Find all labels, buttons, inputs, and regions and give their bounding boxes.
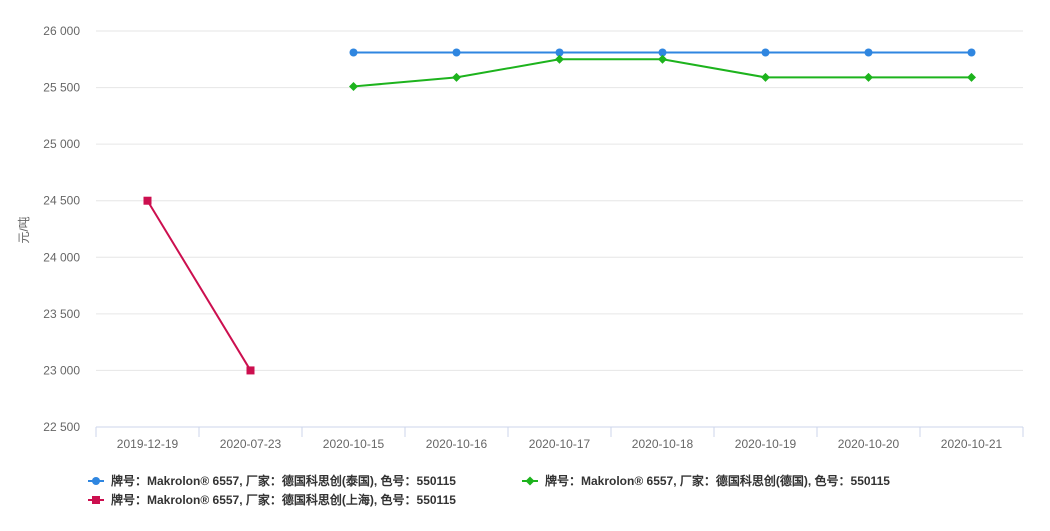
y-tick-label: 23 500 [43, 307, 80, 321]
data-point[interactable] [658, 54, 667, 64]
data-point[interactable] [246, 366, 255, 375]
data-point[interactable] [349, 81, 358, 91]
x-tick-label: 2020-10-15 [323, 437, 385, 451]
data-point[interactable] [864, 48, 873, 57]
y-tick-label: 24 000 [43, 250, 80, 264]
data-point[interactable] [967, 72, 976, 82]
y-tick-label: 24 500 [43, 194, 80, 208]
series-3 [143, 196, 255, 375]
series-2 [349, 54, 976, 91]
data-point[interactable] [967, 48, 976, 57]
legend-symbol-marker [525, 476, 535, 486]
series-1 [349, 48, 976, 57]
x-tick-label: 2020-10-18 [632, 437, 694, 451]
data-point[interactable] [761, 48, 770, 57]
data-point[interactable] [761, 72, 770, 82]
data-point[interactable] [452, 72, 461, 82]
y-tick-label: 25 500 [43, 81, 80, 95]
x-tick-label: 2020-10-21 [941, 437, 1003, 451]
x-tick-label: 2020-10-17 [529, 437, 591, 451]
legend-label: 牌号：Makrolon® 6557, 厂家：德国科思创(泰国), 色号：5501… [111, 473, 456, 488]
data-point[interactable] [864, 72, 873, 82]
data-point[interactable] [658, 48, 667, 57]
x-tick-label: 2020-10-16 [426, 437, 488, 451]
y-axis-ticks: 22 500 23 000 23 500 24 000 24 500 25 000 25 5… [43, 24, 80, 434]
x-axis: 2019-12-19 2020-07-23 2020-10-15 2020-10-16… [95, 426, 1024, 451]
x-tick-label: 2019-12-19 [117, 437, 179, 451]
legend-item[interactable]: 牌号：Makrolon® 6557, 厂家：德国科思创(泰国), 色号：5501… [88, 473, 456, 488]
legend-symbol-marker [92, 496, 100, 504]
series-line[interactable] [146, 200, 252, 371]
data-point[interactable] [349, 48, 358, 57]
grid-lines [96, 30, 1023, 371]
legend-label: 牌号：Makrolon® 6557, 厂家：德国科思创(上海), 色号：5501… [111, 492, 456, 507]
data-point[interactable] [143, 196, 152, 205]
x-tick-label: 2020-07-23 [220, 437, 282, 451]
y-tick-label: 23 000 [43, 363, 80, 377]
y-tick-label: 22 500 [43, 420, 80, 434]
x-tick-label: 2020-10-20 [838, 437, 900, 451]
y-tick-label: 25 000 [43, 137, 80, 151]
legend[interactable]: 牌号：Makrolon® 6557, 厂家：德国科思创(泰国), 色号：5501… [88, 473, 890, 507]
y-tick-label: 26 000 [43, 24, 80, 38]
legend-symbol-marker [92, 477, 100, 485]
legend-item[interactable]: 牌号：Makrolon® 6557, 厂家：德国科思创(德国), 色号：5501… [522, 473, 890, 488]
x-tick-label: 2020-10-19 [735, 437, 797, 451]
data-point[interactable] [555, 54, 564, 64]
series-group [143, 48, 976, 375]
legend-label: 牌号：Makrolon® 6557, 厂家：德国科思创(德国), 色号：5501… [545, 473, 890, 488]
data-point[interactable] [555, 48, 564, 57]
data-point[interactable] [452, 48, 461, 57]
y-axis-title: 元/吨 [17, 216, 31, 243]
legend-item[interactable]: 牌号：Makrolon® 6557, 厂家：德国科思创(上海), 色号：5501… [88, 492, 456, 507]
